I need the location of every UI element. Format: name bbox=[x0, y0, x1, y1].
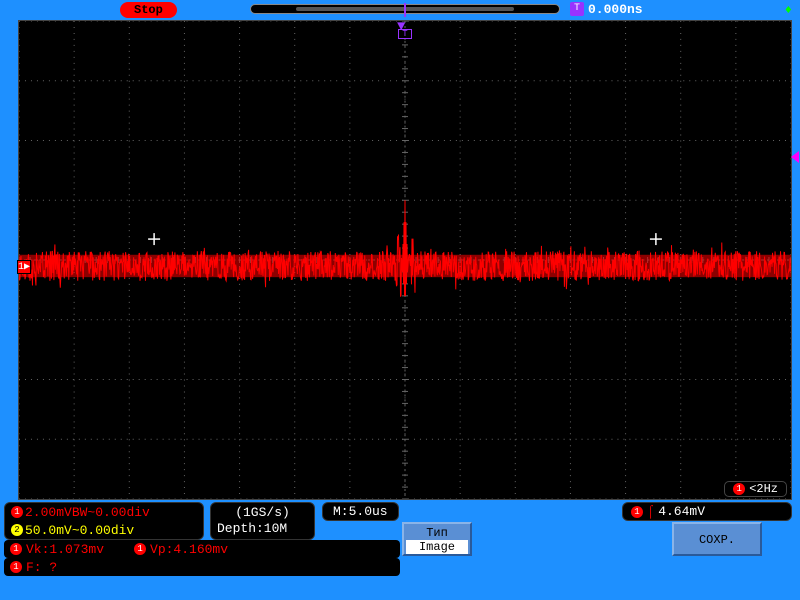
waveform-svg bbox=[19, 21, 791, 499]
save-icon[interactable]: ♦ bbox=[785, 3, 792, 17]
ch1-scale-row[interactable]: 1 2.00mVBW~0.00div bbox=[5, 503, 203, 521]
timebase-readout[interactable]: M:5.0us bbox=[322, 502, 399, 521]
ch1-ground-marker[interactable]: 1▶ bbox=[17, 260, 31, 274]
ch2-scale-row[interactable]: 2 50.0mV~ 0.00div bbox=[5, 521, 203, 539]
sample-rate: (1GS/s) bbox=[217, 505, 308, 521]
meas-f: F: ? bbox=[26, 560, 57, 575]
time-bar-trigger-mark bbox=[404, 3, 406, 17]
rising-edge-icon: ⌠ bbox=[647, 505, 654, 519]
meas-ch-icon-3: 1 bbox=[10, 561, 22, 573]
ch2-dot-icon: 2 bbox=[11, 524, 23, 536]
ch2-coupling: ~ bbox=[72, 523, 80, 538]
ch1-dot-icon: 1 bbox=[11, 506, 23, 518]
time-position-bar[interactable] bbox=[250, 4, 560, 14]
trigger-badge-icon: T bbox=[570, 2, 584, 16]
menu-save-button[interactable]: COXP. bbox=[672, 522, 762, 556]
meas-vp: Vp:4.160mv bbox=[150, 542, 228, 557]
channel-info-block: 1 2.00mVBW~0.00div 2 50.0mV~ 0.00div bbox=[4, 502, 204, 540]
ch1-offset: 0.00div bbox=[95, 505, 150, 520]
acquisition-info: (1GS/s) Depth:10M bbox=[210, 502, 315, 540]
trigger-info[interactable]: 1 ⌠ 4.64mV bbox=[622, 502, 792, 521]
frequency-value: <2Hz bbox=[749, 482, 778, 496]
meas-ch-icon: 1 bbox=[10, 543, 22, 555]
ch1-coupling: ~ bbox=[87, 505, 95, 520]
ch2-offset: 0.00div bbox=[80, 523, 135, 538]
bottom-panel: 1 2.00mVBW~0.00div 2 50.0mV~ 0.00div (1G… bbox=[0, 502, 800, 600]
top-bar: Stop T 0.000ns ♦ bbox=[0, 0, 800, 20]
run-stop-status[interactable]: Stop bbox=[120, 2, 177, 18]
memory-depth: Depth:10M bbox=[217, 521, 308, 537]
menu-type-button[interactable]: Тип Image bbox=[402, 522, 472, 556]
meas-vk: Vk:1.073mv bbox=[26, 542, 104, 557]
trigger-ch-icon: 1 bbox=[631, 506, 643, 518]
waveform-display[interactable]: ▼ T 1▶ 1 <2Hz bbox=[18, 20, 792, 500]
ch2-scale: 50.0mV bbox=[25, 523, 72, 538]
measurement-row-2: 1 F: ? bbox=[4, 558, 400, 576]
trigger-position-label: T bbox=[398, 29, 412, 39]
ch1-bw: BW bbox=[72, 505, 88, 520]
measurement-row-1: 1 Vk:1.073mv 1 Vp:4.160mv bbox=[4, 540, 400, 558]
trigger-level: 4.64mV bbox=[658, 504, 705, 519]
time-position-readout: 0.000ns bbox=[588, 2, 643, 17]
meas-ch-icon-2: 1 bbox=[134, 543, 146, 555]
frequency-counter: 1 <2Hz bbox=[724, 481, 787, 497]
menu-type-label: Тип bbox=[404, 526, 470, 540]
menu-type-value: Image bbox=[406, 540, 468, 554]
ch1-indicator-icon: 1 bbox=[733, 483, 745, 495]
trigger-level-arrow-icon[interactable] bbox=[791, 151, 799, 163]
ch1-scale: 2.00mV bbox=[25, 505, 72, 520]
